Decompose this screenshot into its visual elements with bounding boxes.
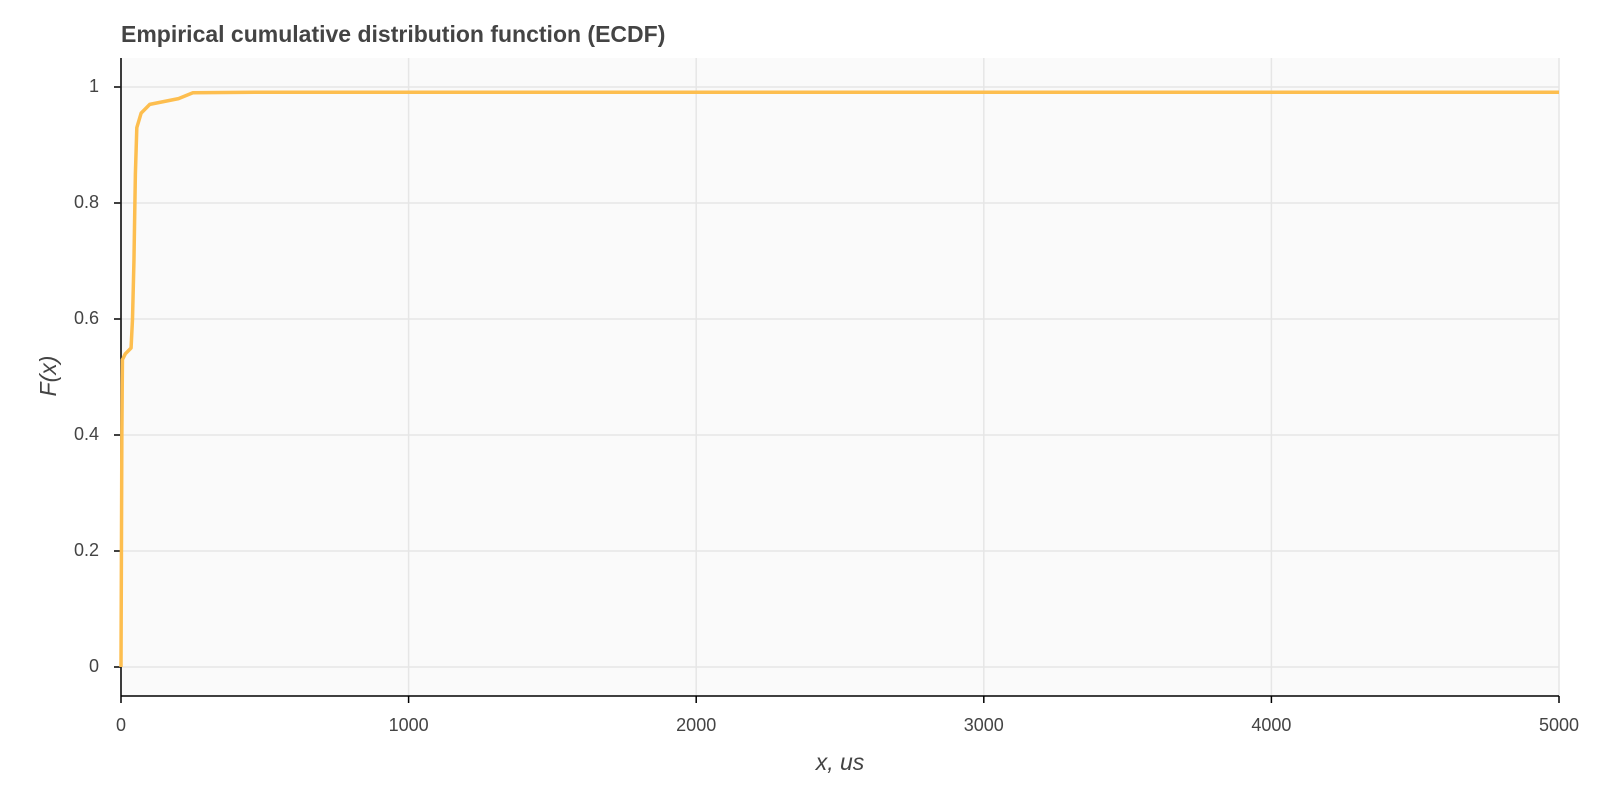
y-tick-label: 0.6 bbox=[74, 308, 99, 328]
ecdf-line bbox=[119, 90, 1559, 668]
y-tick-label: 0.8 bbox=[74, 192, 99, 212]
y-axis-label: F(x) bbox=[35, 356, 61, 397]
x-tick-label: 1000 bbox=[389, 715, 429, 735]
x-axis-label: x, us bbox=[815, 749, 865, 775]
x-tick-label: 5000 bbox=[1539, 715, 1579, 735]
y-tick-label: 1 bbox=[89, 76, 99, 96]
plot-area bbox=[121, 58, 1559, 696]
y-tick-label: 0.4 bbox=[74, 424, 99, 444]
x-tick-label: 2000 bbox=[676, 715, 716, 735]
x-tick-label: 0 bbox=[116, 715, 126, 735]
y-tick-label: 0 bbox=[89, 656, 99, 676]
x-tick-label: 4000 bbox=[1251, 715, 1291, 735]
x-tick-label: 3000 bbox=[964, 715, 1004, 735]
y-tick-label: 0.2 bbox=[74, 540, 99, 560]
chart-title: Empirical cumulative distribution functi… bbox=[121, 21, 665, 47]
